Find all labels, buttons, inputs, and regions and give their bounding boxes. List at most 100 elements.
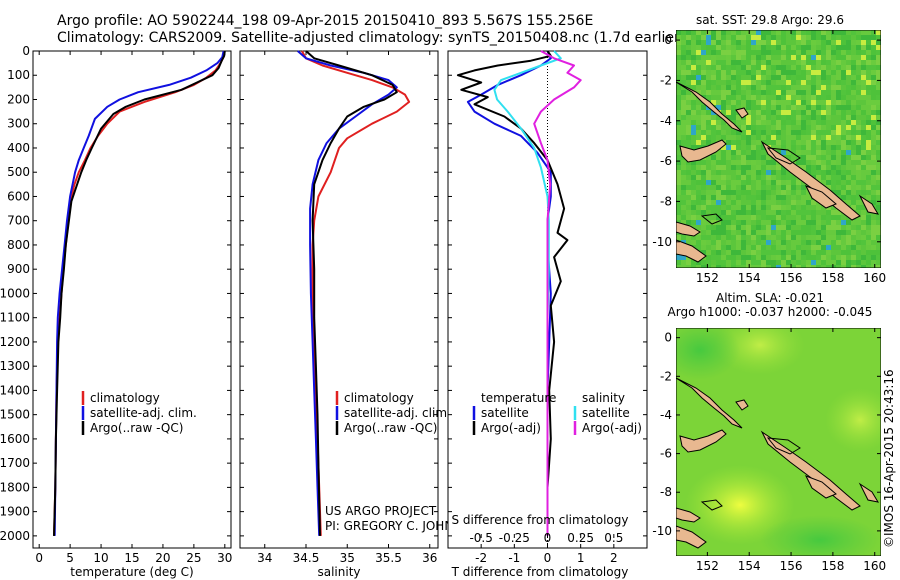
sst-pixel [721, 45, 726, 50]
sst-pixel [856, 240, 861, 245]
sst-pixel [876, 180, 881, 185]
sst-pixel [846, 145, 851, 150]
sst-pixel [781, 35, 786, 40]
sst-pixel [821, 100, 826, 105]
sst-pixel [866, 220, 871, 225]
sst-pixel [871, 30, 876, 35]
sst-pixel [876, 190, 881, 195]
sst-pixel [781, 135, 786, 140]
sst-pixel [866, 170, 871, 175]
sst-pixel [791, 105, 796, 110]
sst-pixel [836, 240, 841, 245]
sst-pixel [761, 60, 766, 65]
sst-pixel [741, 90, 746, 95]
sst-pixel [811, 40, 816, 45]
y-tick-label: 200 [7, 92, 30, 106]
sst-pixel [736, 85, 741, 90]
sst-pixel [681, 200, 686, 205]
sst-pixel [711, 190, 716, 195]
sst-pixel [811, 265, 816, 268]
sst-pixel [716, 210, 721, 215]
sst-pixel [826, 130, 831, 135]
sst-pixel [851, 85, 856, 90]
sst-pixel [771, 205, 776, 210]
sst-pixel [736, 125, 741, 130]
sst-pixel [831, 110, 836, 115]
sst-pixel [786, 50, 791, 55]
sst-pixel [701, 265, 706, 268]
sst-pixel [711, 165, 716, 170]
sst-pixel [866, 30, 871, 35]
sst-pixel [741, 200, 746, 205]
sst-pixel [721, 180, 726, 185]
sst-pixel [726, 130, 731, 135]
sst-pixel [771, 255, 776, 260]
sst-pixel [766, 255, 771, 260]
sst-pixel [866, 150, 871, 155]
sst-pixel [821, 110, 826, 115]
sst-pixel [876, 30, 881, 35]
sst-pixel [811, 115, 816, 120]
sst-pixel [701, 65, 706, 70]
sst-pixel [731, 115, 736, 120]
sst-pixel [771, 30, 776, 35]
sst-pixel [841, 45, 846, 50]
sst-pixel [766, 135, 771, 140]
sst-pixel [841, 95, 846, 100]
sst-pixel [771, 100, 776, 105]
sst-pixel [706, 230, 711, 235]
sst-pixel [716, 245, 721, 250]
sst-pixel [706, 130, 711, 135]
sst-pixel [741, 220, 746, 225]
sst-pixel [861, 110, 866, 115]
sst-pixel [751, 195, 756, 200]
sst-pixel [701, 135, 706, 140]
sst-pixel [776, 130, 781, 135]
sst-pixel [761, 35, 766, 40]
sst-pixel [751, 60, 756, 65]
sst-pixel [871, 90, 876, 95]
sst-pixel [846, 165, 851, 170]
sst-pixel [786, 70, 791, 75]
sst-pixel [766, 185, 771, 190]
sst-pixel [816, 95, 821, 100]
sst-pixel [786, 190, 791, 195]
sst-pixel [676, 145, 681, 150]
sst-pixel [826, 165, 831, 170]
sst-map-title: sat. SST: 29.8 Argo: 29.6 [696, 13, 844, 27]
sst-pixel [706, 240, 711, 245]
sst-pixel [681, 115, 686, 120]
sst-pixel [861, 40, 866, 45]
sst-pixel [851, 200, 856, 205]
sst-pixel [856, 85, 861, 90]
sst-pixel [846, 110, 851, 115]
sst-pixel [746, 105, 751, 110]
sst-pixel [831, 55, 836, 60]
sst-pixel [686, 265, 691, 268]
sst-pixel [851, 235, 856, 240]
sst-pixel [856, 140, 861, 145]
x-tick-label: 15 [124, 551, 139, 565]
sst-pixel [821, 135, 826, 140]
sst-pixel [801, 60, 806, 65]
sst-pixel [696, 55, 701, 60]
sst-pixel [846, 220, 851, 225]
sst-pixel [861, 85, 866, 90]
sst-map-panel: sat. SST: 29.8 Argo: 29.6 152 154 156 158 16… [652, 13, 886, 285]
sst-pixel [836, 155, 841, 160]
sst-pixel [876, 175, 881, 180]
sst-pixel [761, 135, 766, 140]
sst-pixel [801, 160, 806, 165]
sst-pixel [776, 250, 781, 255]
sst-pixel [731, 150, 736, 155]
sst-pixel [711, 170, 716, 175]
sst-pixel [711, 235, 716, 240]
sst-pixel [721, 170, 726, 175]
sst-pixel [771, 90, 776, 95]
sst-pixel [736, 100, 741, 105]
sst-pixel [841, 100, 846, 105]
sst-pixel [686, 185, 691, 190]
sst-pixel [726, 95, 731, 100]
sst-pixel [686, 90, 691, 95]
sst-pixel [851, 195, 856, 200]
